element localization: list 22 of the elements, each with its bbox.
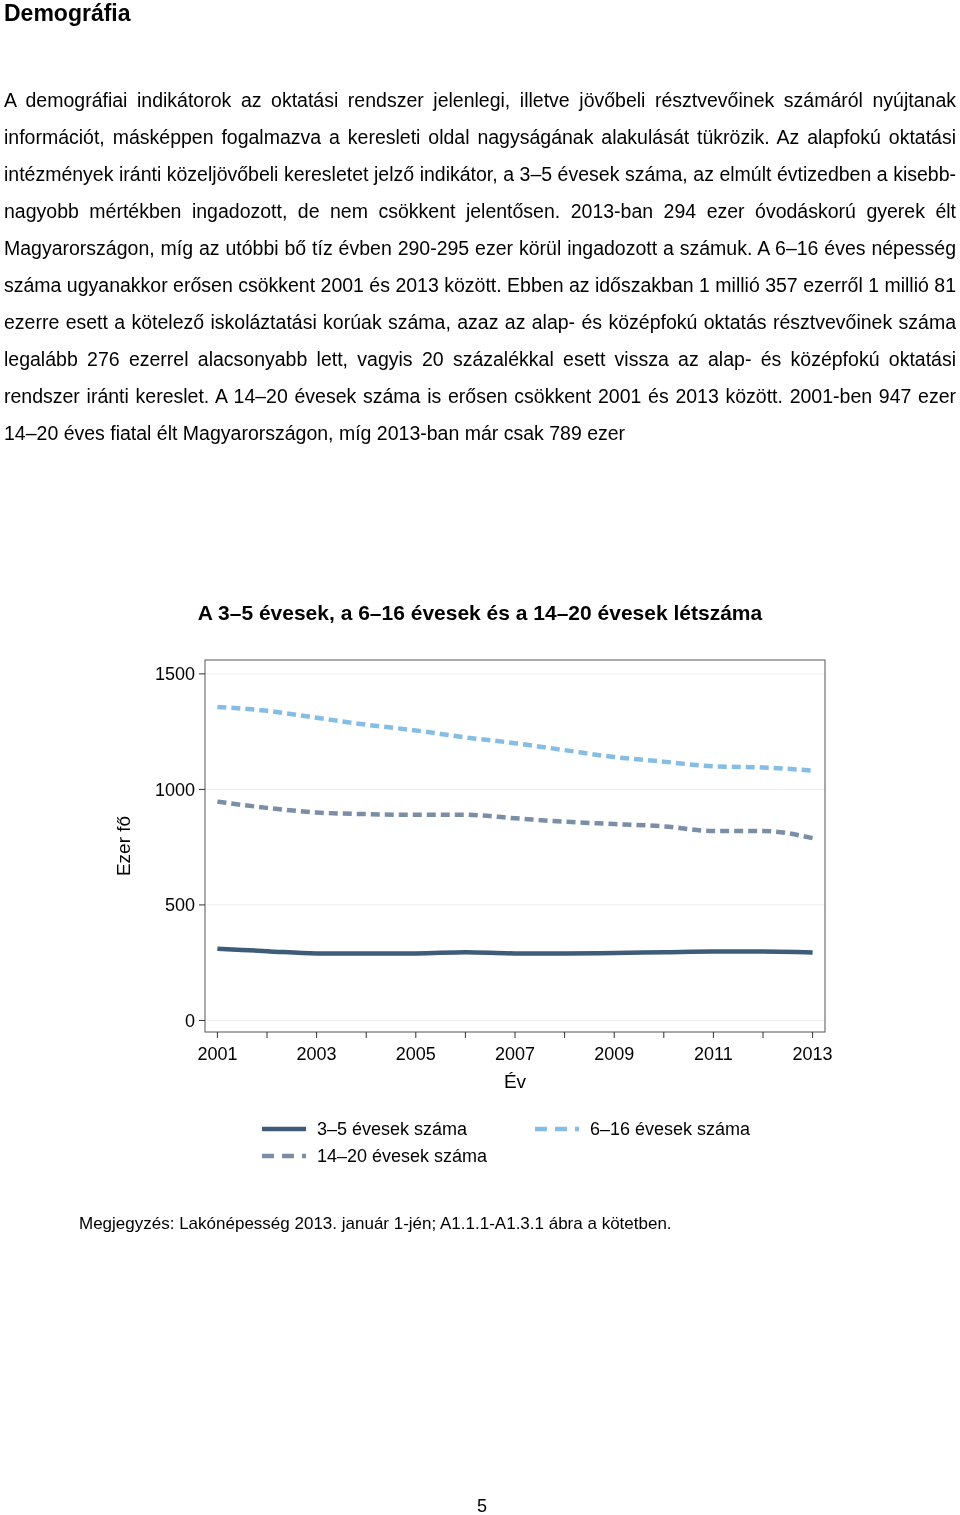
x-tick-label: 2003 <box>296 1044 337 1064</box>
x-tick-label: 2013 <box>792 1044 833 1064</box>
legend-label: 3–5 évesek száma <box>317 1119 469 1140</box>
y-tick-label: 0 <box>184 1010 195 1031</box>
line-series <box>215 799 815 841</box>
legend-label: 6–16 évesek száma <box>590 1119 752 1140</box>
y-tick-label: 1500 <box>154 664 195 685</box>
text: Demográfia <box>4 0 131 27</box>
text: 5 <box>476 1496 488 1515</box>
x-tick-label: 2005 <box>395 1044 436 1064</box>
y-tick-label: 500 <box>164 895 195 916</box>
y-tick-label: 1000 <box>154 779 195 800</box>
legend-label: 14–20 évesek száma <box>317 1146 489 1167</box>
chart-title: A 3–5 évesek, a 6–16 évesek és a 14–20 évesek létszáma <box>197 601 763 624</box>
text: Megjegyzés: Lakónépesség 2013. január 1-jén; A1.1.1-A1.3.1 ábra a kötetben. <box>79 1214 672 1233</box>
y-axis-title: Ezer fő <box>113 815 134 877</box>
text: A demográfiai indikátorok az oktatási rendszer jelenlegi, illetve jövőbeli résztvevőinek számáról nyújtanak információt, másképpen fogalmazva a keresleti oldal nagyságának alakulását tükrözik. Az alapfokú oktatási intézmények iránti közeljövőbeli keresletet jelző indikátor, a 3–5 évesek száma, az elmúlt évtizedben a kisebb-nagyobb mértékben ingadozott, de nem csökkent jelentősen. 2013-ban 294 ezer óvodáskorú gyerek élt Magyarországon, míg az utóbbi bő tíz évben 290-295 ezer körül ingadozott a számuk. A 6–16 éves népesség száma ugyanakkor erősen csökkent 2001 és 2013 között. Ebben az időszakban 1 millió 357 ezerről 1 millió 81 ezerre esett a kötelező iskoláztatási korúak száma, azaz az alap- és középfokú oktatás résztvevőinek száma legalább 276 ezerrel alacsonyabb lett, vagyis 20 százalékkal esett vissza az alap- és középfokú oktatási rendszer iránti kereslet. A 14–20 évesek száma is erősen csökkent 2001 és 2013 között. 2001-ben 947 ezer 14–20 éves fiatal élt Magyarországon, míg 2013-ban már csak 789 ezer <box>4 89 956 444</box>
x-tick-label: 2011 <box>694 1044 733 1064</box>
x-axis-title: Év <box>503 1071 527 1092</box>
x-tick-label: 2007 <box>494 1044 536 1064</box>
x-tick-label: 2009 <box>594 1044 635 1064</box>
x-tick-label: 2001 <box>197 1044 238 1064</box>
